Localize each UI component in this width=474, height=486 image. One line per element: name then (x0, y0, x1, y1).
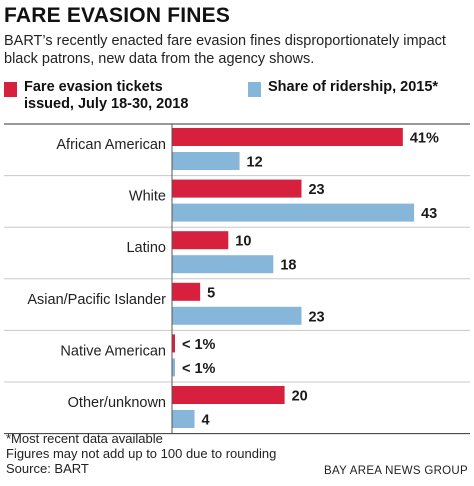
ticket-value-label-african-american: 41% (410, 131, 439, 147)
ridership-value-label-african-american: 12 (247, 155, 263, 171)
ridership-bar-white (172, 203, 415, 222)
ridership-bar-african-american (172, 152, 240, 170)
ticket-value-label-white: 23 (308, 182, 324, 198)
legend-label-ridership: Share of ridership, 2015* (268, 79, 439, 95)
ticket-bar-white (172, 179, 302, 198)
legend-label-tickets-line2: issued, July 18-30, 2018 (24, 96, 189, 112)
ridership-value-label-white: 43 (421, 206, 437, 222)
ticket-bar-latino (172, 231, 229, 250)
ticket-bar-asian-pacific-islander (172, 282, 201, 301)
footnote-rounding: Figures may not add up to 100 due to rou… (6, 446, 277, 461)
legend-swatch-tickets (4, 82, 17, 97)
ridership-value-label-other-unknown: 4 (202, 413, 210, 429)
ticket-value-label-latino: 10 (235, 234, 251, 250)
footnote-recent-data: *Most recent data available (6, 431, 163, 446)
legend-label-tickets-line1: Fare evasion tickets (24, 79, 163, 95)
ridership-value-label-native-american: < 1% (182, 361, 216, 377)
category-label-native-american: Native American (60, 343, 166, 359)
ridership-value-label-asian-pacific-islander: 23 (308, 309, 324, 325)
ticket-bar-african-american (172, 128, 403, 146)
chart-title: FARE EVASION FINES (4, 4, 231, 27)
ridership-bar-other-unknown (172, 410, 195, 428)
legend-swatch-ridership (248, 82, 261, 97)
ticket-value-label-asian-pacific-islander: 5 (207, 285, 215, 301)
category-label-asian-pacific-islander: Asian/Pacific Islander (27, 292, 166, 308)
source-note: Source: BART (6, 461, 89, 476)
ticket-value-label-other-unknown: 20 (292, 389, 308, 405)
credit-line: BAY AREA NEWS GROUP (324, 465, 468, 477)
ridership-bar-asian-pacific-islander (172, 306, 302, 325)
ridership-bar-native-american (172, 358, 175, 377)
ticket-value-label-native-american: < 1% (182, 337, 216, 353)
category-label-african-american: African American (56, 137, 166, 153)
chart-subtitle: BART’s recently enacted fare evasion fin… (4, 33, 446, 67)
ridership-value-label-latino: 18 (280, 258, 296, 274)
ticket-bar-native-american (172, 334, 175, 353)
ticket-bar-other-unknown (172, 386, 285, 404)
category-label-latino: Latino (126, 240, 166, 256)
category-label-other-unknown: Other/unknown (68, 395, 166, 411)
legend-label-tickets: Fare evasion tickets issued, July 18-30,… (24, 79, 188, 113)
ridership-bar-latino (172, 255, 274, 274)
category-label-white: White (129, 189, 166, 205)
